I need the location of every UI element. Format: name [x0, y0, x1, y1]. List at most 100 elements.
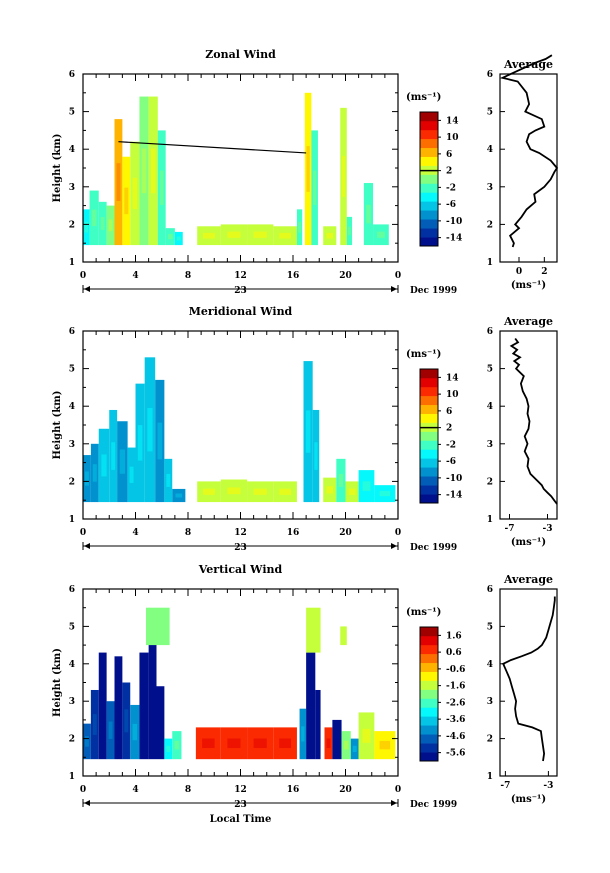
heatmap-cell-shade [203, 232, 215, 239]
colorbar-tick-label: -3.6 [446, 715, 465, 725]
average-y-tick-label: 5 [487, 108, 493, 118]
heatmap-cell-shade [326, 486, 334, 494]
heatmap-cell-shade [326, 738, 331, 749]
heatmap-cell-shade [158, 711, 163, 734]
heatmap-cell-shade [116, 163, 121, 201]
heatmap-cell-shade [343, 740, 349, 750]
heatmap-cell-shade [167, 234, 173, 240]
colorbar-tick-label: -0.6 [446, 665, 465, 675]
colorbar-tick-label: -14 [446, 491, 462, 501]
x-tick-label: 0 [395, 271, 401, 281]
heatmap-cell-shade [298, 221, 301, 233]
colorbar-cell [420, 129, 438, 140]
y-tick-label: 3 [69, 697, 75, 707]
heatmap-cell-shade [100, 216, 105, 230]
colorbar-tick-label: -2 [446, 440, 456, 450]
average-x-tick-label: 2 [541, 267, 547, 277]
x-tick-label: 0 [80, 785, 86, 795]
x-axis-label: Local Time [210, 814, 272, 825]
x-tick-label: 8 [185, 271, 191, 281]
day-label: 23 [234, 543, 247, 553]
colorbar-frame [419, 111, 439, 247]
average-y-tick-label: 4 [487, 145, 493, 155]
colorbar-tick-label: 6 [446, 150, 452, 160]
average-y-tick-label: 3 [487, 183, 493, 193]
y-tick-label: 1 [69, 258, 75, 268]
average-profile: Average 1 2 3 4 5 6 -7 -3 (ms⁻¹) [487, 315, 558, 548]
heatmap-cell-shade [111, 442, 116, 470]
heatmap-cell-shade [141, 689, 147, 722]
heatmap-cell-shade [132, 723, 138, 741]
colorbar-cell [420, 228, 438, 238]
heatmap-cells [83, 92, 389, 246]
colorbar-cell [420, 671, 438, 681]
average-profile-line [499, 54, 559, 248]
heatmap-cells [83, 607, 396, 760]
heatmap-cell [340, 626, 347, 646]
colorbar-tick-label: -10 [446, 474, 462, 484]
date-label: Dec 1999 [410, 286, 457, 296]
average-y-tick-label: 4 [487, 660, 493, 670]
colorbar-cell [420, 156, 438, 166]
colorbar-cell [420, 138, 438, 149]
colorbar-unit: (ms⁻¹) [406, 349, 441, 360]
heatmap-cell-shade [108, 219, 113, 232]
colorbar-cell [420, 404, 438, 414]
heatmap-cell-shade [366, 204, 371, 224]
heatmap-cell-shade [159, 170, 164, 205]
heatmap-cell-shade [362, 481, 371, 491]
x-tick-label: 0 [395, 785, 401, 795]
average-profile-line [502, 596, 556, 762]
average-frame [499, 330, 558, 520]
x-minor-ticks [82, 74, 399, 262]
colorbar-cell [420, 698, 438, 708]
colorbar-cell [420, 219, 438, 229]
heatmap-cell-shade [92, 464, 97, 482]
colorbar-tick-label: -4.6 [446, 732, 465, 742]
x-tick-label: 0 [80, 528, 86, 538]
colorbar-cell [420, 707, 438, 717]
heatmap-cell-shade [227, 231, 241, 238]
average-y-tick-label: 3 [487, 697, 493, 707]
date-bar: 23 Dec 1999 [82, 542, 457, 553]
x-minor-ticks [82, 589, 399, 776]
y-tick-label: 5 [69, 365, 75, 375]
date-bar: 23 Dec 1999 [82, 285, 457, 296]
day-label: 23 [234, 800, 247, 810]
x-tick-label: 16 [287, 785, 300, 795]
colorbar-tick-label: 14 [446, 116, 459, 126]
colorbar-cell [420, 237, 438, 247]
date-label: Dec 1999 [410, 800, 457, 810]
x-tick-label: 8 [185, 785, 191, 795]
colorbar-unit: (ms⁻¹) [406, 607, 441, 618]
heatmap-cell-shade [348, 226, 351, 236]
x-minor-ticks [82, 331, 399, 519]
date-bar: 23 Dec 1999 [82, 799, 457, 810]
average-x-tick-label: -7 [505, 524, 515, 534]
heatmap-cell-shade [326, 232, 334, 239]
x-tick-label: 4 [132, 785, 138, 795]
average-y-tick-label: 6 [487, 327, 493, 337]
colorbar-cell [420, 440, 438, 450]
heatmap-cell-shade [108, 721, 113, 739]
colorbar-cell [420, 494, 438, 504]
y-axis-label: Height (km) [52, 648, 63, 717]
colorbar-cell [420, 653, 438, 664]
colorbar-tick-label: -1.6 [446, 682, 465, 692]
colorbar-cell [420, 680, 438, 690]
panel-title: Vertical Wind [198, 563, 283, 576]
colorbar-cell [420, 743, 438, 753]
overlay-line [118, 141, 307, 154]
heatmap-cell-shade [377, 231, 385, 238]
average-profile-line [509, 337, 558, 505]
colorbar-tick-label: 10 [446, 133, 459, 143]
average-y-tick-label: 1 [487, 515, 493, 525]
average-frame [499, 588, 558, 777]
y-tick-label: 6 [69, 70, 75, 80]
colorbar-cell [420, 458, 438, 468]
colorbar-cell [420, 201, 438, 211]
average-y-tick-label: 3 [487, 440, 493, 450]
heatmap-cell-shade [132, 177, 138, 209]
